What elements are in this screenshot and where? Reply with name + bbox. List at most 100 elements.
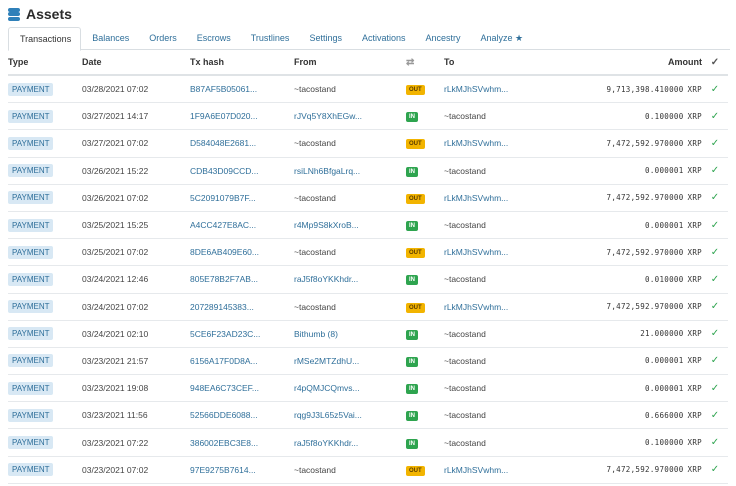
col-amount: Amount xyxy=(530,50,702,76)
tab-balances[interactable]: Balances xyxy=(92,33,130,43)
tab-activations[interactable]: Activations xyxy=(361,33,406,43)
amount-value: 7,472,592.970000 xyxy=(606,247,684,257)
to-account: ~tacostand xyxy=(444,374,530,403)
tx-hash-link[interactable]: 5CE6F23AD23C... xyxy=(190,320,294,348)
table-row[interactable]: PAYMENT 03/26/2021 15:22 CDB43D09CCD... rsi… xyxy=(8,157,728,185)
to-account[interactable]: rLkMJhSVwhm... xyxy=(444,184,530,212)
to-account[interactable]: rLkMJhSVwhm... xyxy=(444,456,530,484)
amount-unit: XRP xyxy=(687,247,702,257)
amount-value: 0.666000 xyxy=(645,410,684,420)
from-account[interactable]: rqg9J3L65z5Vai... xyxy=(294,401,406,430)
success-check-icon: ✓ xyxy=(702,102,728,131)
from-account[interactable]: r4pQMJCQmvs... xyxy=(294,374,406,403)
to-account[interactable]: rLkMJhSVwhm... xyxy=(444,238,530,267)
tab-trustlines[interactable]: Trustlines xyxy=(250,33,290,43)
from-account[interactable]: rJVq5Y8XhEGw... xyxy=(294,102,406,131)
to-account[interactable]: rLkMJhSVwhm... xyxy=(444,75,530,104)
tx-hash-link[interactable]: 207289145383... xyxy=(190,293,294,321)
check-header-icon[interactable]: ✓ xyxy=(702,50,728,76)
amount-value: 7,472,592.970000 xyxy=(606,302,684,312)
tx-hash-link[interactable]: 805E78B2F7AB... xyxy=(190,265,294,294)
type-badge[interactable]: PAYMENT xyxy=(8,436,54,450)
table-row[interactable]: PAYMENT 03/27/2021 07:02 D584048E2681... ~t… xyxy=(8,129,728,158)
to-account[interactable]: rLkMJhSVwhm... xyxy=(444,129,530,158)
tx-hash-link[interactable]: 8DE6AB409E60... xyxy=(190,238,294,267)
tx-hash-link[interactable]: 52566DDE6088... xyxy=(190,401,294,430)
from-account[interactable]: rMSe2MTZdhU... xyxy=(294,347,406,376)
tx-hash-link[interactable]: D584048E2681... xyxy=(190,129,294,158)
col-type: Type xyxy=(8,50,82,76)
direction-badge: IN xyxy=(406,275,418,286)
success-check-icon: ✓ xyxy=(702,428,728,457)
amount-unit: XRP xyxy=(687,438,702,448)
table-row[interactable]: PAYMENT 03/23/2021 11:56 52566DDE6088... rq… xyxy=(8,401,728,430)
to-account: ~tacostand xyxy=(444,401,530,430)
type-badge[interactable]: PAYMENT xyxy=(8,109,54,123)
table-row[interactable]: PAYMENT 03/23/2021 19:08 948EA6C73CEF... r4… xyxy=(8,374,728,403)
table-row[interactable]: PAYMENT 03/23/2021 07:22 386002EBC3E8... ra… xyxy=(8,428,728,457)
tx-hash-link[interactable]: 5C2091079B7F... xyxy=(190,184,294,212)
type-badge[interactable]: PAYMENT xyxy=(8,191,54,205)
type-badge[interactable]: PAYMENT xyxy=(8,408,54,422)
from-account[interactable]: r4Mp9S8kXroB... xyxy=(294,211,406,240)
type-badge[interactable]: PAYMENT xyxy=(8,136,54,150)
table-row[interactable]: PAYMENT 03/27/2021 14:17 1F9A6E07D020... rJ… xyxy=(8,102,728,131)
tab-ancestry[interactable]: Ancestry xyxy=(425,33,461,43)
tab-settings[interactable]: Settings xyxy=(309,33,342,43)
swap-direction-icon[interactable]: ⇄ xyxy=(406,50,444,76)
to-account: ~tacostand xyxy=(444,102,530,131)
tab-bar: Transactions Balances Orders Escrows Trustli… xyxy=(8,27,730,51)
type-badge[interactable]: PAYMENT xyxy=(8,354,54,368)
type-badge[interactable]: PAYMENT xyxy=(8,300,54,314)
tab-escrows[interactable]: Escrows xyxy=(196,33,231,43)
from-account[interactable]: raJ5f8oYKKhdr... xyxy=(294,428,406,457)
table-row[interactable]: PAYMENT 03/28/2021 07:02 B87AF5B05061... ~t… xyxy=(8,75,728,104)
type-badge[interactable]: PAYMENT xyxy=(8,245,54,259)
tab-transactions[interactable]: Transactions xyxy=(8,27,82,51)
type-badge[interactable]: PAYMENT xyxy=(8,82,54,96)
tx-hash-link[interactable]: A4CC427E8AC... xyxy=(190,211,294,240)
tx-hash-link[interactable]: 97E9275B7614... xyxy=(190,456,294,484)
table-row[interactable]: PAYMENT 03/24/2021 02:10 5CE6F23AD23C... Bi… xyxy=(8,320,728,348)
tx-hash-link[interactable]: CDB43D09CCD... xyxy=(190,157,294,185)
amount-value: 7,472,592.970000 xyxy=(606,193,684,203)
from-account[interactable]: rsiLNh6BfgaLrq... xyxy=(294,157,406,185)
type-badge[interactable]: PAYMENT xyxy=(8,327,54,341)
direction-badge: OUT xyxy=(406,139,425,150)
table-row[interactable]: PAYMENT 03/24/2021 07:02 207289145383... ~t… xyxy=(8,293,728,321)
success-check-icon: ✓ xyxy=(702,75,728,104)
type-badge[interactable]: PAYMENT xyxy=(8,272,54,286)
table-row[interactable]: PAYMENT 03/23/2021 21:57 6156A17F0D8A... rM… xyxy=(8,347,728,376)
amount-value: 7,472,592.970000 xyxy=(606,138,684,148)
table-row[interactable]: PAYMENT 03/23/2021 07:02 97E9275B7614... ~t… xyxy=(8,456,728,484)
table-row[interactable]: PAYMENT 03/25/2021 15:25 A4CC427E8AC... r4M… xyxy=(8,211,728,240)
tx-date: 03/26/2021 15:22 xyxy=(82,157,190,185)
amount-cell: 7,472,592.970000 XRP xyxy=(530,293,702,321)
to-account[interactable]: rLkMJhSVwhm... xyxy=(444,293,530,321)
direction-badge: IN xyxy=(406,166,418,177)
type-badge[interactable]: PAYMENT xyxy=(8,463,54,477)
from-account[interactable]: Bithumb (8) xyxy=(294,320,406,348)
type-badge[interactable]: PAYMENT xyxy=(8,164,54,178)
type-badge[interactable]: PAYMENT xyxy=(8,381,54,395)
col-from: From xyxy=(294,50,406,76)
table-row[interactable]: PAYMENT 03/25/2021 07:02 8DE6AB409E60... ~t… xyxy=(8,238,728,267)
success-check-icon: ✓ xyxy=(702,238,728,267)
tx-hash-link[interactable]: B87AF5B05061... xyxy=(190,75,294,104)
tx-hash-link[interactable]: 948EA6C73CEF... xyxy=(190,374,294,403)
tx-hash-link[interactable]: 386002EBC3E8... xyxy=(190,428,294,457)
page-title: Assets xyxy=(26,6,72,22)
table-row[interactable]: PAYMENT 03/24/2021 12:46 805E78B2F7AB... ra… xyxy=(8,265,728,294)
tx-hash-link[interactable]: 6156A17F0D8A... xyxy=(190,347,294,376)
tab-analyze[interactable]: Analyze ★ xyxy=(480,33,524,43)
tab-orders[interactable]: Orders xyxy=(149,33,177,43)
table-row[interactable]: PAYMENT 03/26/2021 07:02 5C2091079B7F... ~t… xyxy=(8,184,728,212)
amount-value: 0.010000 xyxy=(645,274,684,284)
amount-cell: 0.000001 XRP xyxy=(530,347,702,376)
type-badge[interactable]: PAYMENT xyxy=(8,218,54,232)
tx-hash-link[interactable]: 1F9A6E07D020... xyxy=(190,102,294,131)
amount-value: 7,472,592.970000 xyxy=(606,465,684,475)
from-account[interactable]: raJ5f8oYKKhdr... xyxy=(294,265,406,294)
amount-value: 21.000000 xyxy=(640,329,684,339)
direction-badge: IN xyxy=(406,438,418,449)
